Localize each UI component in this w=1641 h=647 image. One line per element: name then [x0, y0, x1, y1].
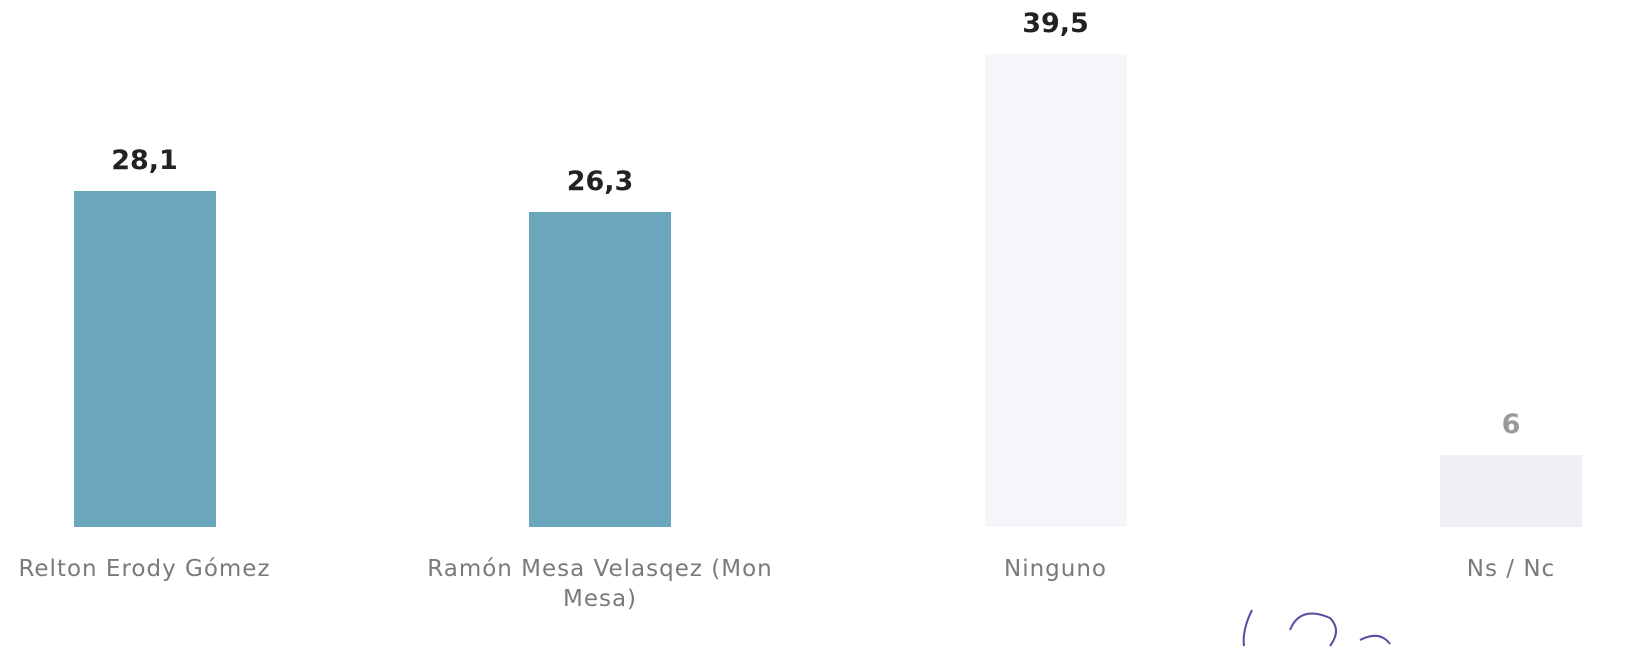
value-label: 26,3 — [566, 166, 634, 198]
handwriting — [1242, 609, 1391, 647]
bar — [984, 54, 1127, 527]
bar — [1440, 455, 1582, 527]
category-label: Ninguno — [1004, 556, 1107, 582]
bar — [529, 212, 671, 527]
category-label: Relton Erody Gómez — [18, 556, 271, 582]
value-label: 28,1 — [111, 144, 178, 176]
category-label: Ramón Mesa Velasqez (Mon Mesa) — [427, 556, 773, 612]
category-label: Ns / Nc — [1466, 556, 1556, 582]
bar — [73, 190, 216, 527]
value-label: 39,5 — [1022, 8, 1089, 39]
value-label: 6 — [1501, 409, 1521, 441]
